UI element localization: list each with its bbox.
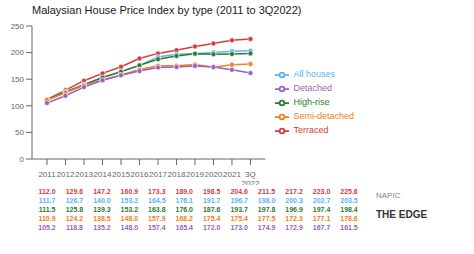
- html-text:147.2: 147.2: [93, 188, 111, 195]
- html-text:135.2: 135.2: [93, 224, 111, 231]
- html-text:148.0: 148.0: [120, 224, 139, 231]
- html-text:193.7: 193.7: [230, 206, 248, 213]
- html-text:112.0: 112.0: [38, 188, 56, 195]
- html-text:197.4: 197.4: [312, 206, 331, 213]
- html-text:140.0: 140.0: [93, 197, 111, 204]
- html-text:Semi-detached: Semi-detached: [293, 110, 354, 121]
- html-text:NAPIC: NAPIC: [376, 191, 401, 200]
- html-text:178.6: 178.6: [340, 215, 358, 222]
- html-text:160.9: 160.9: [120, 188, 139, 195]
- svg-text:200: 200: [11, 48, 25, 57]
- html-text:111.7: 111.7: [38, 197, 56, 204]
- svg-text:150: 150: [11, 75, 25, 84]
- html-text:203.5: 203.5: [340, 197, 358, 204]
- html-text:124.2: 124.2: [65, 215, 84, 222]
- html-text:148.0: 148.0: [120, 215, 139, 222]
- html-text:138.5: 138.5: [93, 215, 111, 222]
- html-text:153.2: 153.2: [120, 197, 139, 204]
- html-text:175.4: 175.4: [230, 215, 248, 222]
- html-text:176.1: 176.1: [175, 197, 193, 204]
- html-text:187.6: 187.6: [203, 206, 221, 213]
- html-text:129.6: 129.6: [65, 188, 84, 195]
- html-text:All houses: All houses: [293, 68, 335, 79]
- html-text:191.7: 191.7: [203, 197, 221, 204]
- html-text:Malaysian House Price Index by: Malaysian House Price Index by type (201…: [32, 4, 302, 16]
- svg-text:2019: 2019: [186, 170, 204, 179]
- html-text:157.4: 157.4: [148, 224, 166, 231]
- html-text:126.7: 126.7: [65, 197, 84, 204]
- html-text:139.3: 139.3: [93, 206, 111, 213]
- svg-text:2012: 2012: [57, 170, 75, 179]
- html-text:163.8: 163.8: [148, 206, 166, 213]
- html-text:110.9: 110.9: [38, 215, 56, 222]
- html-text:164.5: 164.5: [148, 197, 166, 204]
- html-text:196.9: 196.9: [285, 206, 303, 213]
- html-text:200.3: 200.3: [285, 197, 303, 204]
- html-text:Terraced: Terraced: [293, 124, 329, 135]
- html-text:153.2: 153.2: [120, 206, 139, 213]
- html-text:172.3: 172.3: [285, 215, 303, 222]
- svg-text:2017: 2017: [149, 170, 167, 179]
- html-text:177.1: 177.1: [312, 215, 331, 222]
- svg-text:250: 250: [11, 22, 25, 31]
- svg-text:2013: 2013: [75, 170, 93, 179]
- html-text:202.7: 202.7: [312, 197, 331, 204]
- html-text:172.9: 172.9: [285, 224, 303, 231]
- html-text:196.7: 196.7: [230, 197, 248, 204]
- html-text:105.2: 105.2: [38, 224, 56, 231]
- html-text:197.8: 197.8: [257, 206, 276, 213]
- html-text:217.2: 217.2: [285, 188, 303, 195]
- html-text:175.4: 175.4: [203, 215, 221, 222]
- html-text:176.0: 176.0: [175, 206, 193, 213]
- svg-text:2014: 2014: [94, 170, 112, 179]
- html-text:125.8: 125.8: [65, 206, 84, 213]
- svg-text:2018: 2018: [168, 170, 186, 179]
- html-text:223.0: 223.0: [312, 188, 331, 195]
- html-text:174.9: 174.9: [257, 224, 276, 231]
- html-text:189.0: 189.0: [175, 188, 193, 195]
- svg-text:2016: 2016: [131, 170, 149, 179]
- html-text:111.5: 111.5: [38, 206, 56, 213]
- svg-text:3Q2022: 3Q2022: [242, 170, 260, 185]
- html-text:198.0: 198.0: [257, 197, 276, 204]
- html-text:157.9: 157.9: [148, 215, 166, 222]
- html-text:THE EDGE: THE EDGE: [376, 209, 428, 220]
- html-text:161.5: 161.5: [340, 224, 358, 231]
- html-text:165.4: 165.4: [175, 224, 193, 231]
- svg-text:2015: 2015: [112, 170, 130, 179]
- svg-text:100: 100: [11, 102, 25, 111]
- html-text:167.7: 167.7: [312, 224, 331, 231]
- html-text:198.5: 198.5: [203, 188, 221, 195]
- svg-text:2011: 2011: [38, 170, 56, 179]
- html-text:211.5: 211.5: [258, 188, 276, 195]
- html-text:225.6: 225.6: [340, 188, 358, 195]
- html-text:Detached: Detached: [293, 82, 332, 93]
- svg-text:50: 50: [15, 128, 24, 137]
- html-text:118.8: 118.8: [65, 224, 83, 231]
- html-text:173.3: 173.3: [148, 188, 166, 195]
- html-text:177.5: 177.5: [257, 215, 276, 222]
- html-text:168.2: 168.2: [175, 215, 193, 222]
- svg-text:2020: 2020: [205, 170, 223, 179]
- svg-text:2021: 2021: [223, 170, 241, 179]
- html-text:172.0: 172.0: [203, 224, 221, 231]
- svg-text:0: 0: [20, 155, 25, 164]
- html-text:173.0: 173.0: [230, 224, 248, 231]
- html-text:198.4: 198.4: [340, 206, 358, 213]
- html-text:High-rise: High-rise: [293, 96, 330, 107]
- html-text:204.6: 204.6: [230, 188, 248, 195]
